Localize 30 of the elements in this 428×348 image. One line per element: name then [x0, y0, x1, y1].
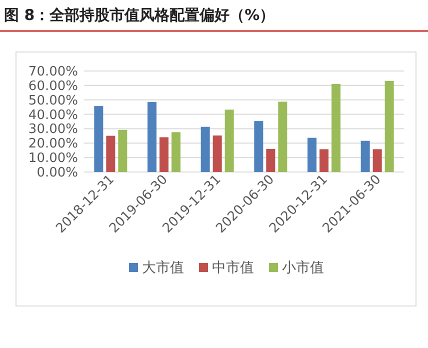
bar [172, 132, 180, 172]
bar [254, 121, 264, 172]
y-tick-label: 10.00% [28, 151, 78, 166]
bar [224, 110, 234, 172]
y-tick-label: 40.00% [28, 108, 78, 123]
bar [308, 138, 316, 172]
y-tick-label: 70.00% [28, 64, 78, 80]
bar [320, 149, 328, 172]
bar [106, 136, 116, 172]
legend-label: 中市值 [212, 260, 254, 276]
bar [200, 126, 210, 172]
bar [278, 102, 288, 172]
y-tick-label: 60.00% [28, 78, 78, 94]
bar [372, 149, 382, 172]
bar [148, 102, 156, 172]
bar [266, 148, 276, 172]
bar [160, 137, 168, 172]
bar [212, 135, 222, 172]
bar [384, 80, 394, 172]
y-tick-label: 30.00% [28, 122, 78, 138]
chart-title: 图 8：全部持股市值风格配置偏好（%） [4, 6, 275, 24]
y-tick-label: 0.00% [36, 166, 78, 180]
legend-label: 小市值 [282, 260, 324, 276]
bar [360, 140, 370, 172]
bar [94, 106, 104, 172]
bar [332, 84, 340, 172]
y-tick-label: 50.00% [28, 93, 78, 108]
legend-label: 大市值 [142, 260, 184, 276]
y-tick-label: 20.00% [28, 136, 78, 152]
bar [118, 130, 128, 172]
